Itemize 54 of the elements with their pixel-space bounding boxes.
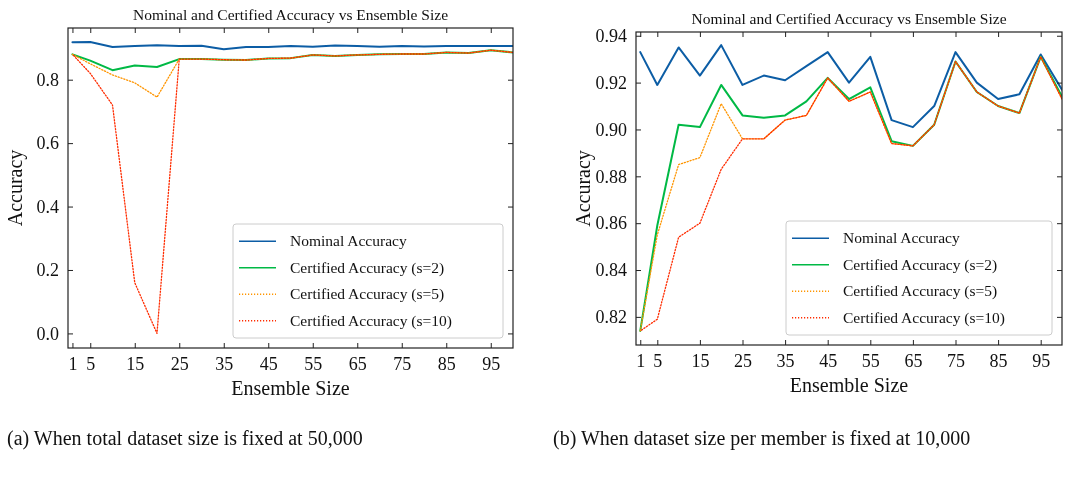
chart-title: Nominal and Certified Accuracy vs Ensemble Size	[691, 10, 1007, 27]
line-series	[71, 49, 513, 98]
y-tick-label: 0.6	[36, 133, 59, 154]
x-tick-label: 15	[126, 353, 145, 374]
text: (a) When total dataset size is fixed at 50,000	[7, 427, 363, 450]
x-tick-label: 1	[68, 353, 78, 374]
x-tick-label: 65	[348, 353, 367, 374]
line-series	[71, 49, 513, 335]
x-tick-label: 45	[819, 350, 838, 371]
y-tick-label: 0.2	[36, 260, 59, 281]
legend-label: Certified Accuracy (s=2)	[290, 258, 445, 277]
x-tick-label: 55	[861, 350, 880, 371]
legend-label: Certified Accuracy (s=10)	[290, 311, 452, 330]
x-tick-label: 85	[989, 350, 1008, 371]
chart-title: Nominal and Certified Accuracy vs Ensemble Size	[132, 6, 449, 23]
x-tick-label: 95	[1032, 350, 1051, 371]
legend-label: Nominal Accuracy	[290, 232, 407, 250]
x-tick-label: 1	[636, 350, 646, 371]
x-tick-label: 25	[734, 350, 752, 371]
x-tick-label: 45	[259, 353, 278, 374]
x-tick-label: 55	[304, 353, 323, 374]
y-axis-title: Accuracy	[572, 150, 595, 227]
x-tick-label: 65	[904, 350, 923, 371]
x-axis-title: Ensemble Size	[231, 377, 350, 399]
x-tick-label: 35	[215, 353, 234, 374]
x-tick-label: 95	[482, 353, 501, 374]
x-axis-title: Ensemble Size	[789, 374, 909, 396]
x-tick-label: 5	[86, 353, 96, 374]
x-tick-label: 85	[437, 353, 456, 374]
y-tick-label: 0.4	[36, 196, 59, 217]
y-tick-label: 0.82	[595, 307, 627, 328]
legend-label: Certified Accuracy (s=2)	[843, 255, 998, 274]
legend-label: Certified Accuracy (s=5)	[843, 282, 998, 301]
text: (b) When dataset size per member is fixed at 10,000	[553, 427, 971, 450]
x-tick-label: 75	[947, 350, 965, 371]
legend-label: Nominal Accuracy	[843, 229, 960, 247]
x-tick-label: 5	[653, 350, 663, 371]
x-tick-label: 75	[393, 353, 412, 374]
y-tick-label: 0.86	[595, 213, 627, 234]
x-tick-label: 15	[691, 350, 710, 371]
y-tick-label: 0.92	[595, 72, 627, 93]
y-tick-label: 0.8	[36, 69, 59, 90]
line-series	[639, 44, 1062, 129]
legend-label: Certified Accuracy (s=10)	[843, 308, 1005, 327]
legend-label: Certified Accuracy (s=5)	[290, 285, 445, 304]
y-tick-label: 0.0	[36, 323, 59, 344]
line-series	[71, 40, 513, 51]
y-axis-title: Accuracy	[4, 149, 27, 227]
x-tick-label: 25	[170, 353, 189, 374]
y-tick-label: 0.90	[595, 119, 627, 140]
y-tick-label: 0.88	[595, 166, 627, 187]
y-tick-label: 0.84	[595, 260, 627, 281]
y-tick-label: 0.94	[595, 26, 627, 47]
x-tick-label: 35	[776, 350, 795, 371]
